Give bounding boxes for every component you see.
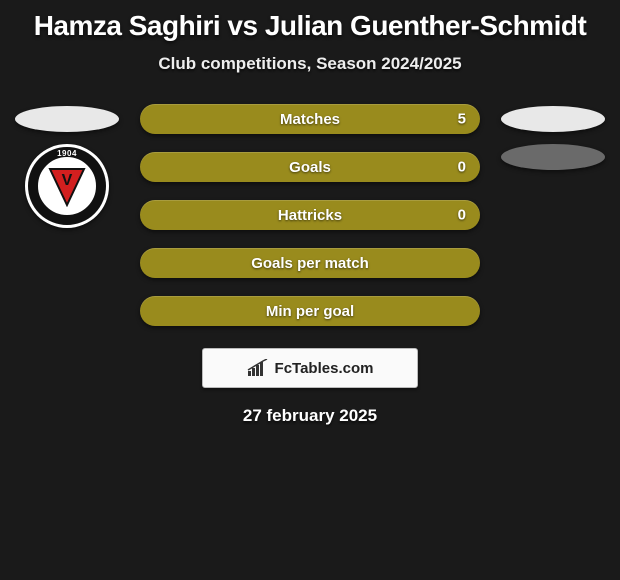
page-title: Hamza Saghiri vs Julian Guenther-Schmidt (0, 0, 620, 48)
stat-label: Goals (289, 159, 331, 176)
date-line: 27 february 2025 (0, 406, 620, 426)
right-player-placeholder-ellipse-2 (501, 144, 605, 170)
stat-label: Goals per match (251, 255, 369, 272)
bar-chart-icon (247, 359, 269, 377)
club-founding-year: 1904 (57, 149, 77, 158)
stat-bar-matches: Matches 5 (140, 104, 480, 134)
stats-column: Matches 5 Goals 0 Hattricks 0 Goals per … (140, 104, 480, 326)
stat-label: Min per goal (266, 303, 354, 320)
club-logo-chevron: V (46, 165, 88, 207)
stat-bar-min-per-goal: Min per goal (140, 296, 480, 326)
brand-text: FcTables.com (275, 360, 374, 377)
stat-bar-goals: Goals 0 (140, 152, 480, 182)
right-player-column (498, 104, 608, 170)
stat-bar-hattricks: Hattricks 0 (140, 200, 480, 230)
stat-label: Matches (280, 111, 340, 128)
left-player-column: 1904 V (12, 104, 122, 228)
stat-value: 0 (458, 207, 466, 224)
stat-label: Hattricks (278, 207, 342, 224)
stat-value: 5 (458, 111, 466, 128)
stat-value: 0 (458, 159, 466, 176)
right-player-placeholder-ellipse-1 (501, 106, 605, 132)
left-player-placeholder-ellipse (15, 106, 119, 132)
brand-footer-box: FcTables.com (202, 348, 418, 388)
left-club-logo: 1904 V (25, 144, 109, 228)
comparison-row: 1904 V Matches 5 Goals 0 Hattricks 0 Goa… (0, 104, 620, 326)
subtitle: Club competitions, Season 2024/2025 (0, 54, 620, 74)
stat-bar-goals-per-match: Goals per match (140, 248, 480, 278)
svg-text:V: V (62, 172, 73, 189)
